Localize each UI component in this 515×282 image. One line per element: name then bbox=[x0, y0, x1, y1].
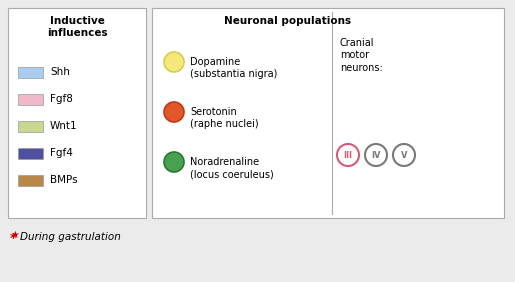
Circle shape bbox=[164, 152, 184, 172]
Text: Noradrenaline
(locus coeruleus): Noradrenaline (locus coeruleus) bbox=[190, 157, 274, 179]
Text: Inductive
influences: Inductive influences bbox=[47, 16, 107, 38]
Text: Cranial
motor
neurons:: Cranial motor neurons: bbox=[340, 38, 383, 73]
Circle shape bbox=[393, 144, 415, 166]
Text: Neuronal populations: Neuronal populations bbox=[225, 16, 352, 26]
Text: Wnt1: Wnt1 bbox=[50, 121, 78, 131]
Text: III: III bbox=[344, 151, 352, 160]
FancyBboxPatch shape bbox=[18, 175, 43, 186]
Circle shape bbox=[365, 144, 387, 166]
Text: Shh: Shh bbox=[50, 67, 70, 77]
Text: IV: IV bbox=[371, 151, 381, 160]
Circle shape bbox=[164, 52, 184, 72]
Circle shape bbox=[337, 144, 359, 166]
FancyBboxPatch shape bbox=[152, 8, 504, 218]
Text: Serotonin
(raphe nuclei): Serotonin (raphe nuclei) bbox=[190, 107, 259, 129]
Text: Dopamine
(substantia nigra): Dopamine (substantia nigra) bbox=[190, 57, 278, 80]
Text: *: * bbox=[10, 232, 16, 245]
Text: V: V bbox=[401, 151, 407, 160]
Circle shape bbox=[164, 102, 184, 122]
FancyBboxPatch shape bbox=[18, 67, 43, 78]
Text: During gastrulation: During gastrulation bbox=[20, 232, 121, 242]
Text: BMPs: BMPs bbox=[50, 175, 78, 185]
Text: Fgf8: Fgf8 bbox=[50, 94, 73, 104]
Text: Fgf4: Fgf4 bbox=[50, 148, 73, 158]
FancyBboxPatch shape bbox=[18, 94, 43, 105]
FancyBboxPatch shape bbox=[8, 8, 146, 218]
FancyBboxPatch shape bbox=[18, 120, 43, 131]
Text: ★: ★ bbox=[10, 230, 19, 240]
FancyBboxPatch shape bbox=[18, 147, 43, 158]
